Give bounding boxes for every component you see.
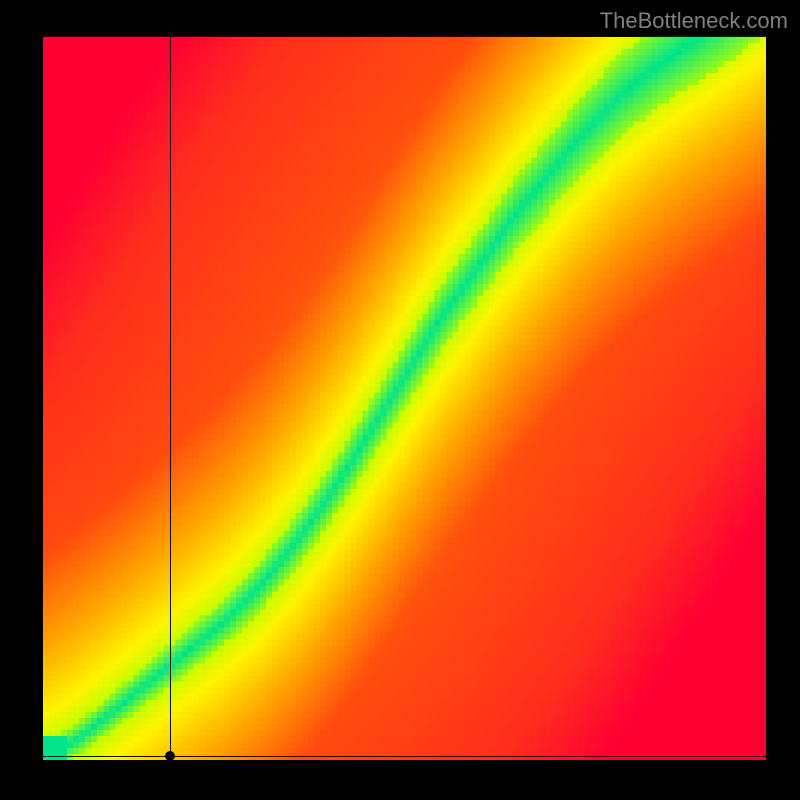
chart-container: TheBottleneck.com bbox=[0, 0, 800, 800]
plot-area bbox=[43, 37, 766, 760]
crosshair-marker bbox=[165, 751, 175, 761]
watermark-text: TheBottleneck.com bbox=[600, 8, 788, 34]
heatmap-canvas bbox=[43, 37, 766, 760]
crosshair-vertical bbox=[170, 37, 171, 760]
crosshair-horizontal bbox=[43, 756, 766, 757]
